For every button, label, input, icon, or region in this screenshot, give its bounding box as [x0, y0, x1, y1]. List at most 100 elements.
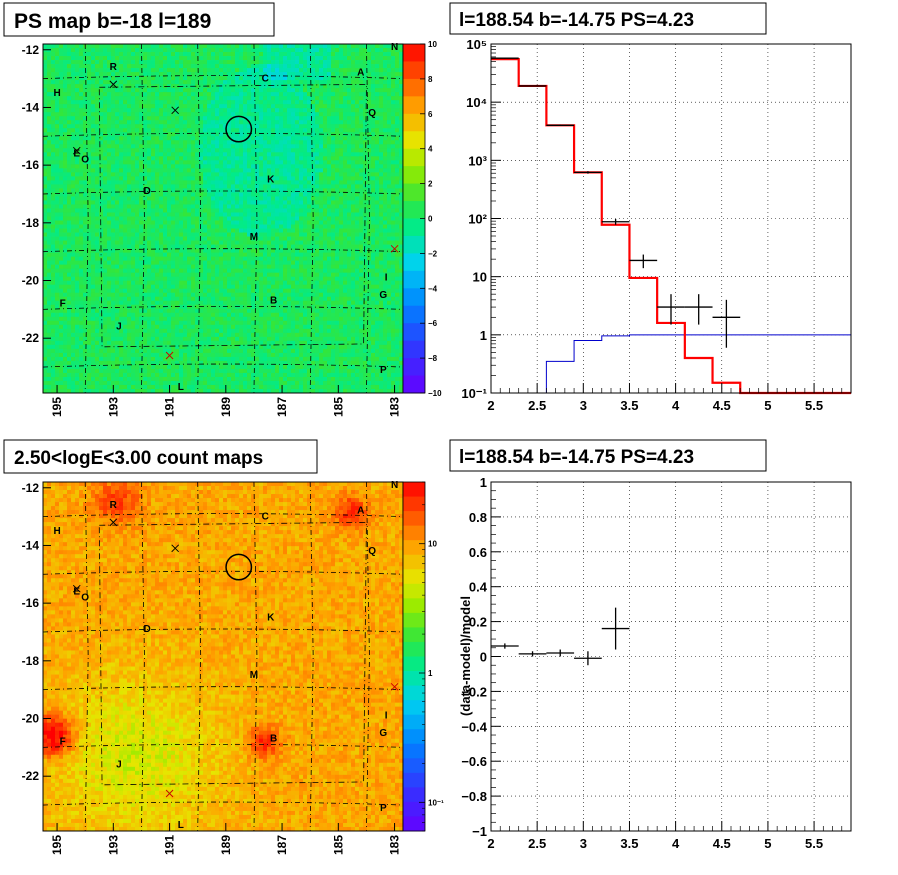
heatmap-pixel: [355, 228, 360, 233]
heatmap-pixel: [139, 72, 144, 77]
heatmap-pixel: [319, 156, 324, 161]
heatmap-pixel: [179, 108, 184, 113]
heatmap-pixel: [211, 232, 216, 237]
heatmap-pixel: [163, 116, 168, 121]
heatmap-pixel: [131, 116, 136, 121]
heatmap-pixel: [395, 216, 400, 221]
heatmap-pixel: [175, 260, 180, 266]
heatmap-pixel: [215, 216, 220, 221]
heatmap-pixel: [279, 116, 284, 121]
heatmap-pixel: [183, 200, 188, 205]
heatmap-pixel: [347, 256, 352, 262]
heatmap-pixel: [43, 240, 48, 245]
heatmap-pixel: [59, 232, 64, 237]
heatmap-pixel: [139, 208, 144, 213]
heatmap-pixel: [287, 144, 292, 149]
heatmap-pixel: [51, 72, 56, 77]
heatmap-pixel: [139, 88, 144, 93]
heatmap-pixel: [395, 160, 400, 165]
heatmap-pixel: [227, 44, 232, 49]
heatmap-pixel: [207, 216, 212, 221]
heatmap-pixel: [111, 156, 116, 161]
heatmap-pixel: [367, 116, 372, 121]
heatmap-pixel: [335, 260, 340, 266]
heatmap-pixel: [395, 124, 400, 129]
heatmap-pixel: [187, 192, 192, 197]
heatmap-pixel: [63, 140, 68, 145]
heatmap-pixel: [355, 160, 360, 165]
heatmap-pixel: [267, 116, 272, 121]
heatmap-pixel: [167, 192, 172, 197]
heatmap-pixel: [287, 212, 292, 217]
heatmap-pixel: [355, 52, 360, 57]
heatmap-pixel: [159, 256, 164, 262]
heatmap-pixel: [167, 64, 172, 69]
heatmap-pixel: [87, 132, 92, 137]
heatmap-pixel: [119, 84, 124, 89]
heatmap-pixel: [327, 184, 332, 189]
heatmap-pixel: [375, 116, 380, 121]
heatmap-pixel: [371, 252, 376, 258]
heatmap-pixel: [287, 80, 292, 85]
heatmap-pixel: [159, 148, 164, 153]
heatmap-pixel: [183, 232, 188, 237]
heatmap-pixel: [143, 76, 148, 81]
heatmap-pixel: [267, 256, 272, 262]
heatmap-pixel: [379, 164, 384, 169]
heatmap-pixel: [219, 216, 224, 221]
heatmap-pixel: [275, 172, 280, 177]
heatmap-pixel: [219, 204, 224, 209]
heatmap-pixel: [343, 172, 348, 177]
heatmap-pixel: [135, 236, 140, 241]
heatmap-pixel: [323, 76, 328, 81]
heatmap-pixel: [355, 240, 360, 245]
heatmap-pixel: [183, 108, 188, 113]
heatmap-pixel: [271, 80, 276, 85]
heatmap-pixel: [71, 204, 76, 209]
heatmap-pixel: [219, 220, 224, 225]
heatmap-pixel: [151, 164, 156, 169]
heatmap-pixel: [391, 180, 396, 185]
heatmap-pixel: [107, 224, 112, 229]
heatmap-pixel: [371, 156, 376, 161]
heatmap-pixel: [343, 188, 348, 193]
heatmap-pixel: [339, 156, 344, 161]
heatmap-pixel: [327, 208, 332, 213]
heatmap-pixel: [255, 164, 260, 169]
heatmap-pixel: [95, 68, 100, 73]
heatmap-pixel: [219, 104, 224, 109]
heatmap-pixel: [91, 52, 96, 57]
heatmap-pixel: [199, 176, 204, 181]
heatmap-pixel: [167, 120, 172, 125]
heatmap-pixel: [63, 60, 68, 65]
heatmap-pixel: [395, 60, 400, 65]
heatmap-pixel: [47, 56, 52, 61]
heatmap-pixel: [147, 52, 152, 57]
heatmap-pixel: [311, 164, 316, 169]
heatmap-pixel: [83, 160, 88, 165]
heatmap-pixel: [135, 240, 140, 245]
heatmap-pixel: [115, 184, 120, 189]
heatmap-pixel: [275, 72, 280, 77]
heatmap-pixel: [183, 116, 188, 121]
heatmap-pixel: [323, 172, 328, 177]
heatmap-pixel: [155, 76, 160, 81]
heatmap-pixel: [323, 224, 328, 229]
heatmap-pixel: [255, 248, 260, 253]
heatmap-pixel: [63, 48, 68, 53]
heatmap-pixel: [103, 188, 108, 193]
heatmap-pixel: [63, 116, 68, 121]
heatmap-pixel: [91, 204, 96, 209]
heatmap-pixel: [251, 228, 256, 233]
heatmap-pixel: [227, 244, 232, 249]
heatmap-pixel: [83, 96, 88, 101]
heatmap-pixel: [191, 112, 196, 117]
heatmap-pixel: [151, 144, 156, 149]
heatmap-pixel: [183, 188, 188, 193]
heatmap-pixel: [331, 156, 336, 161]
heatmap-pixel: [83, 228, 88, 233]
heatmap-pixel: [155, 184, 160, 189]
heatmap-pixel: [187, 72, 192, 77]
heatmap-pixel: [247, 244, 252, 249]
heatmap-pixel: [275, 188, 280, 193]
